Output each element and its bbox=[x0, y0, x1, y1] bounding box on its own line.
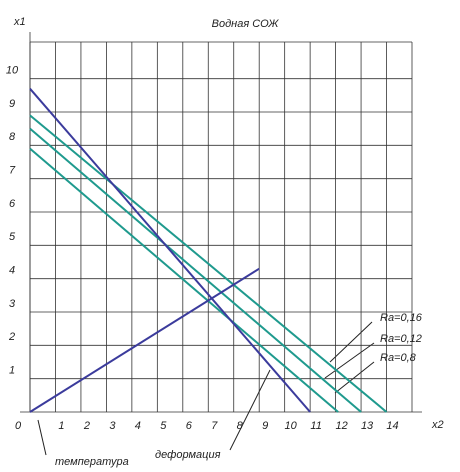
x-tick-label: 2 bbox=[83, 420, 90, 432]
series-line bbox=[29, 147, 339, 413]
y-tick-label: 9 bbox=[9, 98, 15, 110]
leader bbox=[329, 321, 373, 363]
y-tick-label: 1 bbox=[9, 365, 15, 377]
leader bbox=[324, 342, 375, 379]
y-tick-label: 7 bbox=[9, 165, 16, 177]
x-tick-label: 10 bbox=[285, 420, 298, 432]
series-label: Ra=0,16 bbox=[380, 312, 423, 324]
x-tick-label: 14 bbox=[386, 420, 398, 432]
y-tick-label: 6 bbox=[9, 198, 16, 210]
x-tick-label: 8 bbox=[237, 420, 244, 432]
series-label: Ra=0,12 bbox=[380, 333, 422, 345]
x-tick-label: 11 bbox=[310, 420, 321, 432]
x-tick-label: 6 bbox=[186, 420, 193, 432]
y-tick-label: 10 bbox=[6, 65, 19, 77]
x-tick-label: 12 bbox=[335, 420, 347, 432]
series-line bbox=[29, 88, 311, 413]
chart-title: Водная СОЖ bbox=[212, 18, 280, 30]
series-label: Ra=0,8 bbox=[380, 352, 417, 364]
series-line bbox=[29, 267, 260, 413]
x-axis-label: x2 bbox=[431, 419, 444, 431]
leader bbox=[37, 419, 47, 456]
x-tick-label: 7 bbox=[211, 420, 218, 432]
x-tick-label: 5 bbox=[160, 420, 167, 432]
series-line bbox=[29, 114, 388, 413]
x-tick-label: 0 bbox=[15, 420, 22, 432]
leader bbox=[229, 369, 271, 451]
x-tick-label: 3 bbox=[109, 420, 116, 432]
x-tick-label: 4 bbox=[135, 420, 141, 432]
y-tick-label: 2 bbox=[8, 331, 15, 343]
y-tick-label: 5 bbox=[9, 231, 16, 243]
y-tick-label: 3 bbox=[9, 298, 16, 310]
y-tick-label: 4 bbox=[9, 265, 15, 277]
y-axis-label: x1 bbox=[13, 16, 26, 28]
x-tick-label: 13 bbox=[361, 420, 374, 432]
x-tick-label: 1 bbox=[58, 420, 64, 432]
y-tick-label: 8 bbox=[9, 131, 16, 143]
x-tick-label: 9 bbox=[262, 420, 268, 432]
series-label: деформация bbox=[155, 449, 221, 461]
series-label: температура bbox=[55, 456, 129, 468]
series-line bbox=[29, 127, 362, 413]
leader bbox=[334, 361, 375, 394]
